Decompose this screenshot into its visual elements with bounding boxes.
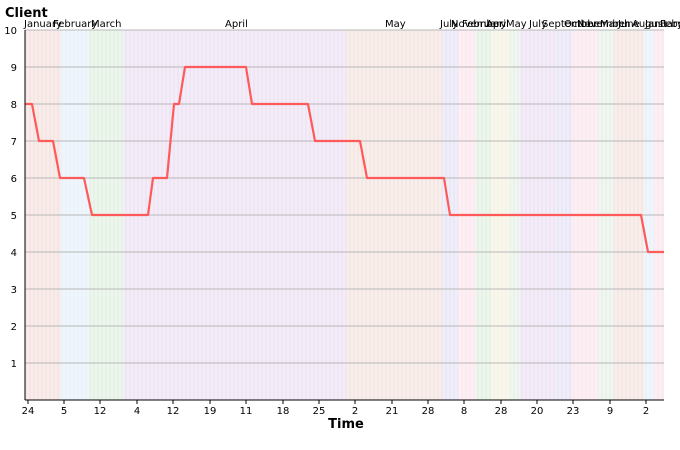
y-tick-label: 7: [11, 137, 17, 148]
series-line-group: [25, 65, 664, 254]
x-tick-label: 23: [567, 406, 580, 417]
x-tick-label: 2: [643, 406, 649, 417]
month-label: November: [577, 19, 630, 30]
y-tick-label: 8: [11, 100, 17, 111]
x-tick-label: 8: [461, 406, 467, 417]
x-tick-label: 12: [94, 406, 107, 417]
x-tick-label: 19: [204, 406, 217, 417]
y-tick-label: 6: [11, 174, 17, 185]
x-tick-label: 25: [313, 406, 326, 417]
month-label: July: [528, 19, 547, 30]
x-tick-label: 28: [495, 406, 508, 417]
month-label: May: [506, 19, 527, 30]
month-label: October: [564, 19, 605, 30]
y-tick-label: 2: [11, 322, 17, 333]
month-label: February: [462, 19, 506, 30]
x-tick-label: 28: [422, 406, 435, 417]
month-label: April: [225, 19, 248, 30]
x-tick-label: 4: [134, 406, 140, 417]
month-label: April: [486, 19, 509, 30]
x-tick-label: 24: [22, 406, 35, 417]
month-label: November: [451, 19, 504, 30]
grid-lines: [25, 29, 664, 364]
x-tick-label: 9: [607, 406, 613, 417]
y-axis-title: Client: [5, 6, 48, 21]
month-label: August: [632, 19, 667, 30]
series-line: [25, 65, 664, 254]
axes: [24, 30, 664, 401]
x-tick-label: 5: [61, 406, 67, 417]
month-label: March: [600, 19, 630, 30]
y-tick-label: 4: [11, 248, 17, 259]
y-tick-label: 1: [11, 359, 17, 370]
month-label: May: [385, 19, 406, 30]
x-tick-label: 18: [277, 406, 290, 417]
y-tick-labels: 1 2 3 4 5 6 7 8 9 10: [4, 26, 17, 370]
y-tick-label: 10: [4, 26, 17, 37]
month-label: June: [617, 19, 640, 30]
x-axis-title: Time: [328, 417, 364, 432]
x-tick-label: 20: [531, 406, 544, 417]
month-label: March: [91, 19, 121, 30]
x-tick-label: 12: [167, 406, 180, 417]
x-tick-labels: 24 5 12 4 12 19 11 18 25 2 21 28 8 28 20 23 9 2: [22, 400, 649, 417]
y-tick-label: 9: [11, 63, 17, 74]
x-tick-label: 2: [352, 406, 358, 417]
x-tick-label: 21: [386, 406, 399, 417]
y-tick-label: 3: [11, 285, 17, 296]
x-tick-label: 11: [240, 406, 253, 417]
y-tick-label: 5: [11, 211, 17, 222]
month-label: February: [660, 19, 680, 30]
month-label: September: [542, 19, 598, 30]
month-label: January: [644, 19, 680, 30]
month-label: July: [439, 19, 458, 30]
month-label: January: [23, 19, 62, 30]
month-label: February: [53, 19, 97, 30]
